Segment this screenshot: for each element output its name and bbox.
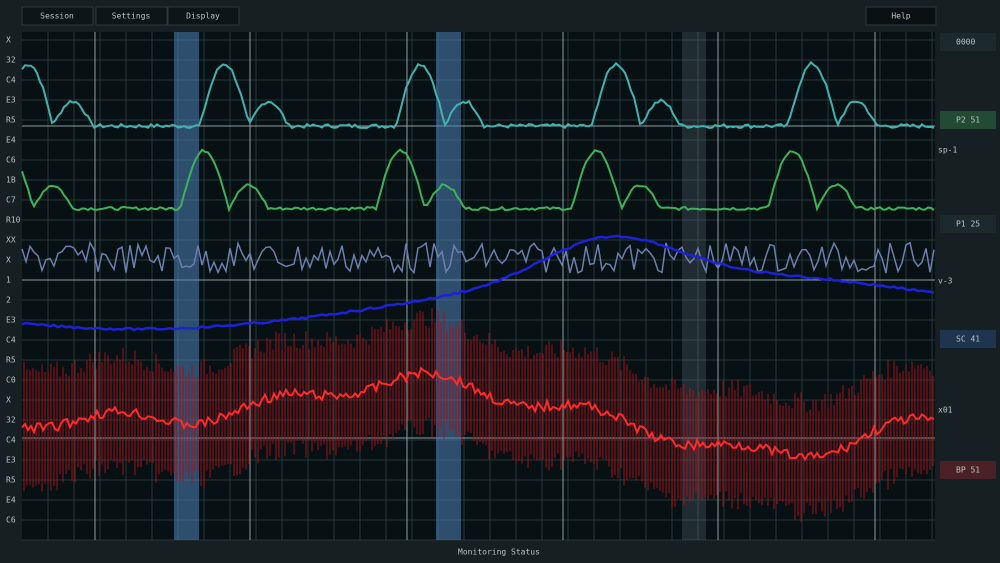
channel-label: C7 [6,196,16,205]
value-label: SC 41 [956,335,980,344]
value-label: v-3 [938,277,953,286]
value-box [940,111,996,129]
channel-label: C6 [6,516,16,525]
channel-label: R5 [6,476,16,485]
waveform [21,60,935,130]
help-label[interactable]: Help [891,12,910,21]
waveform [21,366,935,462]
channel-label: C0 [6,376,16,385]
waveform [21,234,935,332]
channel-label: X [6,396,11,405]
value-box [940,461,996,479]
channel-label: E3 [6,456,16,465]
menu-button[interactable] [167,6,240,26]
menu-button[interactable] [21,6,94,26]
status-text: Monitoring Status [458,548,540,557]
menu-label[interactable]: Settings [112,12,151,21]
value-label: x01 [938,406,953,415]
channel-label: 1 [6,276,11,285]
waveform [21,240,935,275]
channel-label: C4 [6,76,16,85]
channel-label: 32 [6,416,16,425]
channel-label: 2 [6,296,11,305]
channel-label: R5 [6,116,16,125]
channel-label: E3 [6,96,16,105]
channel-label: C6 [6,156,16,165]
channel-label: C4 [6,336,16,345]
menu-label[interactable]: Display [186,12,220,21]
channel-label: R5 [6,356,16,365]
channel-label: XX [6,236,16,245]
waveform [21,148,935,213]
value-label: P2 51 [956,116,980,125]
value-label: sp-1 [938,146,957,155]
value-box [940,215,996,233]
value-label: P1 25 [956,220,980,229]
channel-label: R10 [6,216,21,225]
channel-label: E3 [6,316,16,325]
channel-label: 1B [6,176,16,185]
menu-button[interactable] [95,6,168,26]
value-box [940,330,996,348]
channel-label: 32 [6,56,16,65]
channel-label: X [6,36,11,45]
menu-label[interactable]: Session [40,12,74,21]
help-button[interactable] [865,6,937,26]
ui-layer: Session Settings Display Help X 32 C4 E3 R5 E4 C6 1… [6,6,996,525]
channel-label: E4 [6,136,16,145]
channel-label: C4 [6,436,16,445]
waveforms [21,60,935,522]
value-box [940,33,996,51]
channel-label: X [6,256,11,265]
value-label: BP 51 [956,466,980,475]
channel-label: E4 [6,496,16,505]
value-label: 0000 [956,38,975,47]
